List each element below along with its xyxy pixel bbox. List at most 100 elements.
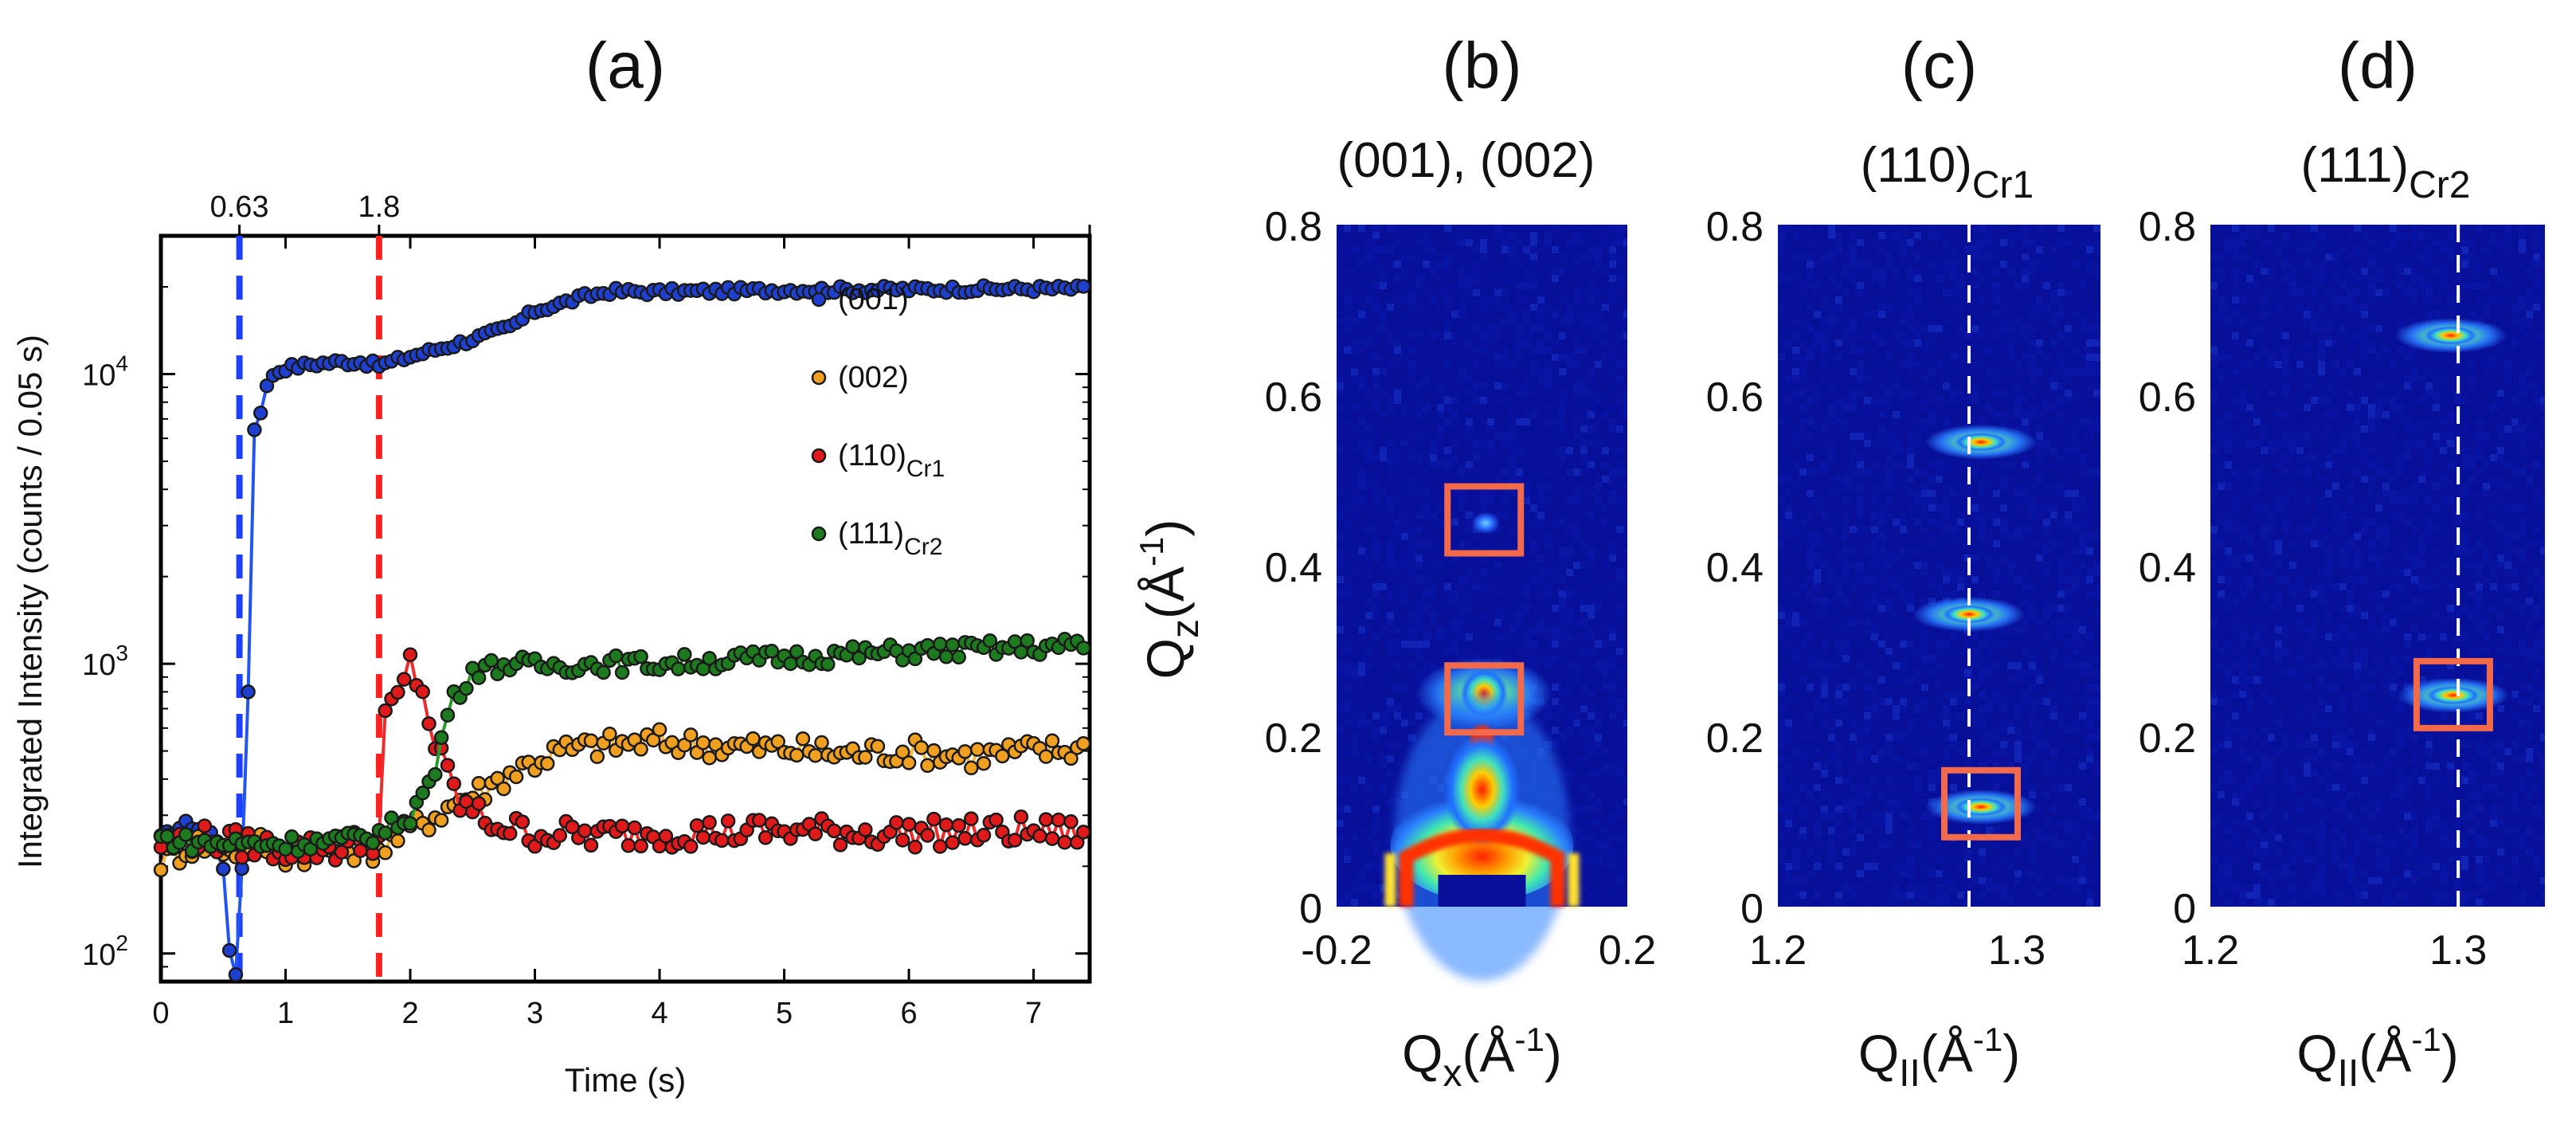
heatmap-noise — [1857, 798, 1864, 805]
heatmap-noise — [1993, 325, 2000, 332]
heatmap-noise — [2072, 877, 2079, 884]
heatmap-noise — [2086, 519, 2093, 526]
heatmap-noise — [1544, 583, 1552, 590]
heatmap-noise — [1408, 547, 1415, 555]
heatmap-noise — [2065, 827, 2072, 834]
heatmap-noise — [1408, 368, 1415, 375]
heatmap-noise — [2014, 870, 2022, 877]
heatmap-noise — [1885, 433, 1893, 440]
heatmap-noise — [1814, 261, 1821, 268]
heatmap-noise — [1616, 468, 1623, 476]
heatmap-noise — [1394, 712, 1401, 719]
heatmap-noise — [2029, 268, 2036, 275]
heatmap-noise — [2065, 239, 2072, 246]
heatmap-noise — [2519, 225, 2526, 232]
heatmap-noise — [1494, 232, 1501, 239]
heatmap-noise — [1835, 691, 1842, 698]
heatmap-noise — [1351, 447, 1358, 454]
heatmap-noise — [1380, 325, 1387, 332]
heatmap-noise — [2086, 425, 2093, 433]
heatmap-noise — [2029, 368, 2036, 375]
heatmap-noise — [1979, 347, 1986, 354]
data-point-110 — [695, 829, 711, 845]
heatmap-noise — [1778, 304, 1785, 311]
heatmap-noise — [1835, 863, 1842, 870]
heatmap-noise — [1595, 741, 1602, 748]
heatmap-noise — [2007, 361, 2014, 368]
heatmap-noise — [1778, 712, 1785, 719]
top-tick-label: 0.63 — [210, 190, 269, 224]
heatmap-noise — [2036, 741, 2043, 748]
heatmap-noise — [2079, 626, 2086, 633]
heatmap-noise — [1573, 562, 1580, 569]
heatmap-noise — [1616, 275, 1623, 282]
data-point-110 — [976, 828, 992, 843]
heatmap-noise — [1778, 734, 1785, 741]
heatmap-noise — [1351, 368, 1358, 375]
heatmap-noise — [2447, 275, 2454, 282]
heatmap-noise — [2468, 261, 2476, 268]
heatmap-noise — [1616, 698, 1623, 705]
heatmap-noise — [1530, 468, 1537, 476]
heatmap-noise — [1358, 540, 1365, 547]
heatmap-noise — [1957, 390, 1964, 397]
heatmap-noise — [2043, 490, 2050, 497]
heatmap-noise — [2086, 770, 2093, 777]
heatmap-noise — [2057, 798, 2065, 805]
heatmap-noise — [1473, 468, 1480, 476]
heatmap-noise — [1792, 834, 1799, 841]
heatmap-noise — [2057, 877, 2065, 884]
heatmap-noise — [1914, 490, 1921, 497]
heatmap-noise — [1914, 232, 1921, 239]
heatmap-noise — [2461, 261, 2468, 268]
heatmap-noise — [1351, 504, 1358, 512]
heatmap-noise — [2022, 583, 2029, 590]
heatmap-noise — [1544, 268, 1552, 275]
heatmap-noise — [1530, 368, 1537, 375]
heatmap-noise — [2065, 612, 2072, 619]
heatmap-noise — [1993, 562, 2000, 569]
heatmap-noise — [1928, 820, 1936, 827]
heatmap-noise — [1544, 676, 1552, 684]
heatmap-noise — [1979, 253, 1986, 261]
heatmap-noise — [1936, 311, 1943, 318]
heatmap-noise — [1394, 533, 1401, 540]
heatmap-noise — [1344, 418, 1351, 425]
heatmap-noise — [1907, 261, 1914, 268]
heatmap-noise — [1344, 892, 1351, 899]
heatmap-noise — [1928, 476, 1936, 483]
heatmap-noise — [1444, 626, 1451, 633]
heatmap-noise — [1609, 755, 1616, 762]
heatmap-noise — [1387, 504, 1394, 512]
heatmap-noise — [1943, 892, 1950, 899]
heatmap-noise — [1885, 555, 1893, 562]
heatmap-noise — [1351, 734, 1358, 741]
heatmap-noise — [1609, 418, 1616, 425]
heatmap-noise — [1792, 892, 1799, 899]
heatmap-noise — [1828, 856, 1835, 863]
heatmap-noise — [1979, 397, 1986, 404]
heatmap-noise — [1580, 483, 1587, 490]
heatmap-noise — [2036, 476, 2043, 483]
heatmap-noise — [1842, 468, 1850, 476]
heatmap-noise — [1814, 892, 1821, 899]
heatmap-noise — [2007, 676, 2014, 684]
heatmap-noise — [1337, 504, 1344, 512]
data-point-111 — [609, 648, 624, 664]
heatmap-noise — [1914, 468, 1921, 476]
heatmap-noise — [1857, 347, 1864, 354]
heatmap-noise — [2000, 698, 2007, 705]
heatmap-noise — [1921, 225, 1928, 232]
heatmap-noise — [1957, 899, 1964, 906]
heatmap-noise — [1408, 648, 1415, 655]
heatmap-noise — [1365, 454, 1372, 461]
heatmap-noise — [1936, 734, 1943, 741]
heatmap-noise — [1394, 461, 1401, 468]
heatmap-noise — [1337, 748, 1344, 755]
heatmap-noise — [1552, 397, 1559, 404]
heatmap-noise — [1950, 734, 1957, 741]
heatmap-noise — [2050, 870, 2057, 877]
heatmap-noise — [1785, 576, 1792, 583]
heatmap-noise — [1387, 676, 1394, 684]
heatmap-noise — [1423, 626, 1430, 633]
